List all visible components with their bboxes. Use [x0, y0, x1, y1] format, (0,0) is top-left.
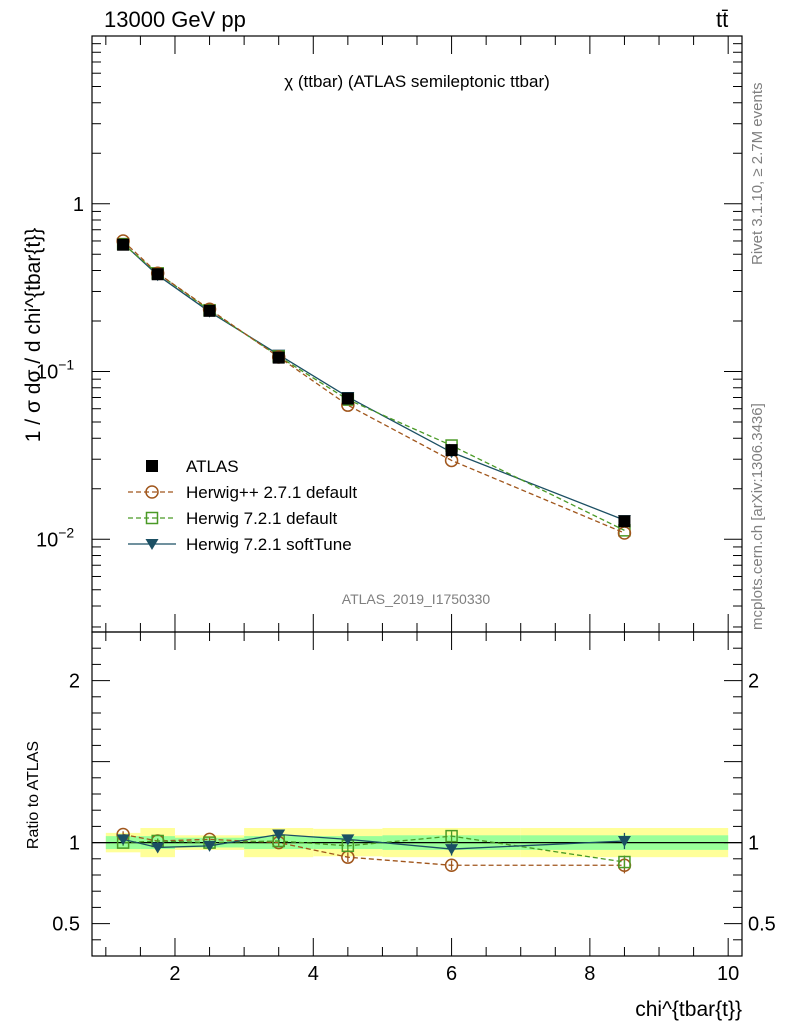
legend-marker-3: [145, 539, 159, 550]
ratio-point-2-2: [203, 840, 217, 852]
ratio-ytick-label-left: 2: [69, 671, 80, 693]
ratio-point-2-0: [116, 834, 130, 846]
ratio-ytick-label-right: 1: [748, 833, 759, 855]
main-point-0-6: [618, 515, 631, 528]
rivet-label: Rivet 3.1.10, ≥ 2.7M events: [749, 83, 766, 266]
ratio-plot-series: [116, 827, 632, 874]
legend-label-0: ATLAS: [186, 457, 239, 476]
ratio-point-2-6: [617, 835, 631, 847]
legend-label-2: Herwig 7.2.1 default: [186, 509, 337, 528]
ratio-point-1-6: [618, 855, 631, 869]
main-point-0-0: [117, 238, 130, 251]
ratio-point-2-3: [272, 829, 286, 841]
xtick-label: 4: [308, 963, 319, 985]
xtick-label: 8: [584, 963, 595, 985]
ratio-ytick-label-left: 0.5: [52, 914, 80, 936]
legend-label-1: Herwig++ 2.7.1 default: [186, 483, 357, 502]
ratio-point-2-4: [341, 834, 355, 846]
main-point-0-4: [341, 392, 354, 405]
ratio-frame: [91, 631, 743, 957]
main-ytick-label: 10−1: [36, 357, 74, 384]
ratio-point-2-1: [151, 842, 165, 854]
xtick-label: 6: [446, 963, 457, 985]
ratio-point-0-5: [444, 858, 459, 873]
analysis-watermark: ATLAS_2019_I1750330: [342, 591, 491, 607]
main-plot-series: [116, 234, 632, 540]
legend-marker-0: [146, 460, 158, 472]
ratio-point-1-5: [445, 829, 458, 843]
main-ytick-label: 1: [73, 194, 84, 216]
ratio-ytick-label-right: 0.5: [748, 914, 776, 936]
main-point-1-6: [617, 526, 632, 540]
main-point-0-1: [151, 268, 164, 281]
main-y-axis-label: 1 / σ dσ / d chi^{tbar{t}}: [22, 228, 45, 442]
header-energy: 13000 GeV pp: [104, 7, 246, 32]
legend-marker-2: [145, 511, 159, 525]
main-ytick-label: 10−2: [36, 524, 74, 551]
axis-ticks: 1 10−1 10−2 2 4 6 8 10 0.5 0.5 1 1 2 2: [36, 36, 776, 985]
mcplots-label: mcplots.cern.ch [arXiv:1306.3436]: [749, 403, 766, 630]
ratio-y-axis-label: Ratio to ATLAS: [25, 741, 42, 849]
legend-marker-1: [145, 485, 159, 499]
header-process: tt̄: [716, 7, 728, 32]
legend-label-3: Herwig 7.2.1 softTune: [186, 535, 352, 554]
ratio-point-2-5: [445, 844, 459, 856]
ratio-ytick-label-left: 1: [69, 833, 80, 855]
ratio-ytick-label-right: 2: [748, 671, 759, 693]
main-line-3: [122, 242, 625, 521]
xtick-label: 10: [717, 963, 739, 985]
main-point-0-5: [445, 444, 458, 457]
main-point-0-3: [272, 351, 285, 364]
main-point-0-2: [203, 304, 216, 317]
x-axis-label: chi^{tbar{t}}: [635, 998, 742, 1021]
legend: ATLAS Herwig++ 2.7.1 default Herwig 7.2.1 …: [128, 457, 357, 554]
xtick-label: 2: [169, 963, 180, 985]
main-plot-title: χ (ttbar) (ATLAS semileptonic ttbar): [284, 72, 550, 91]
